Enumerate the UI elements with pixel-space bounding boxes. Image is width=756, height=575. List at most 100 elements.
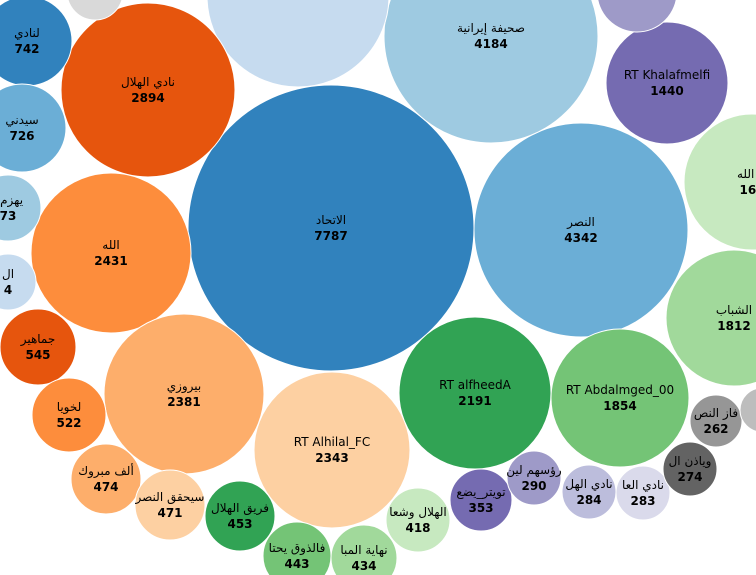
bubble-label: تويتر_يضع — [456, 485, 505, 500]
bubble-value: 742 — [14, 42, 39, 56]
bubble: RT Alhilal_FC 2343 — [253, 371, 411, 529]
bubble-value: 274 — [677, 470, 702, 484]
bubble-value: 471 — [157, 506, 182, 520]
bubble-value: 284 — [576, 493, 601, 507]
bubble-circle — [204, 480, 276, 552]
bubble-label: صحيفة إيرانية — [457, 21, 525, 36]
bubble-label: سيدني — [5, 113, 38, 127]
bubble-value: 4342 — [564, 231, 597, 245]
bubble-value: 474 — [93, 480, 118, 494]
bubble-label: بيروزي — [167, 379, 202, 394]
bubble: RT Khalafmelfi 1440 — [605, 21, 729, 145]
bubble-label: نادي العا — [622, 478, 664, 492]
bubble-value: 3103 — [281, 0, 314, 3]
bubble-value: 453 — [227, 517, 252, 531]
bubble: ال 4 — [0, 253, 37, 311]
bubble-circle — [187, 84, 475, 372]
bubble: RT alfheedA 2191 — [398, 316, 552, 470]
bubble: لنادي 742 — [0, 0, 73, 87]
bubble: نادي الهلال 2894 — [60, 2, 236, 178]
bubble-value: 1854 — [603, 399, 636, 413]
bubble-label: وياذن ال — [669, 454, 712, 469]
bubble-label: فالذوق يحتا — [269, 541, 326, 556]
bubble-value: 169 — [739, 183, 756, 197]
bubble-circle — [665, 249, 756, 387]
bubble-label: الشباب — [716, 303, 752, 317]
bubble: 3103 — [206, 0, 390, 88]
bubble-label: ن الله — [737, 167, 756, 181]
bubble-value: 1812 — [717, 319, 750, 333]
bubble-circle — [253, 371, 411, 529]
bubble-label: ال — [2, 267, 14, 281]
bubble: الله 2431 — [30, 172, 192, 334]
bubble-value: 7787 — [314, 229, 347, 243]
bubble-circle — [330, 524, 398, 575]
bubble-value: 73 — [0, 209, 16, 223]
bubble-value: 2431 — [94, 254, 127, 268]
bubble: يهزم ا73 — [0, 174, 42, 242]
bubble-label: نادي الهل — [565, 477, 612, 491]
bubble-value: 522 — [56, 416, 81, 430]
bubble: ن الله 169 — [683, 113, 756, 251]
bubble-label: نادي الهلال — [121, 75, 175, 89]
bubble-value: 353 — [468, 501, 493, 515]
bubble — [597, 0, 677, 33]
bubble-circle — [206, 0, 390, 88]
bubble-value: 4184 — [474, 37, 507, 51]
bubble-label: RT Alhilal_FC — [294, 435, 370, 449]
bubble-value: 262 — [703, 422, 728, 436]
bubble: ع2 — [739, 388, 756, 432]
bubble-circle — [0, 253, 37, 311]
bubble-value: 443 — [284, 557, 309, 571]
bubble-circle — [506, 450, 562, 506]
bubble-label: النصر — [566, 215, 595, 230]
bubble-label: رؤسهم لين — [506, 463, 562, 478]
bubble-circle — [0, 83, 67, 173]
bubble-value: 418 — [405, 521, 430, 535]
bubble-label: الاتحاد — [316, 213, 346, 227]
bubble-circle — [70, 443, 142, 515]
bubble: الاتحاد 7787 — [187, 84, 475, 372]
bubble-value: 726 — [9, 129, 34, 143]
bubble-circle — [0, 174, 42, 242]
bubble-label: RT Abdalmged_00 — [566, 383, 674, 397]
bubble-value: 2381 — [167, 395, 200, 409]
bubble-circle — [605, 21, 729, 145]
bubble-value: 2894 — [131, 91, 164, 105]
bubble-label: RT alfheedA — [439, 378, 512, 392]
bubble-value: 2191 — [458, 394, 491, 408]
bubble-circle — [31, 377, 107, 453]
bubble-circle — [385, 487, 451, 553]
bubble-circle — [449, 468, 513, 532]
bubble-circle — [134, 469, 206, 541]
bubble: نادي الهل 284 — [561, 464, 617, 520]
bubble: نهاية المبا 434 — [330, 524, 398, 575]
bubble-label: لنادي — [14, 26, 40, 40]
bubble-label: ألف مبروك — [78, 463, 134, 479]
bubble-value: 4 — [4, 283, 12, 297]
bubble: سيدني 726 — [0, 83, 67, 173]
bubble-label: يهزم ا — [0, 193, 23, 208]
bubble-value: 1440 — [650, 84, 683, 98]
bubble-label: RT Khalafmelfi — [624, 68, 710, 82]
bubble-label: الله — [102, 238, 119, 252]
bubble-circle — [662, 441, 718, 497]
bubble-label: جماهير — [20, 332, 56, 347]
bubble-circle — [683, 113, 756, 251]
bubble-circle — [550, 328, 690, 468]
bubble-circle — [67, 0, 123, 21]
